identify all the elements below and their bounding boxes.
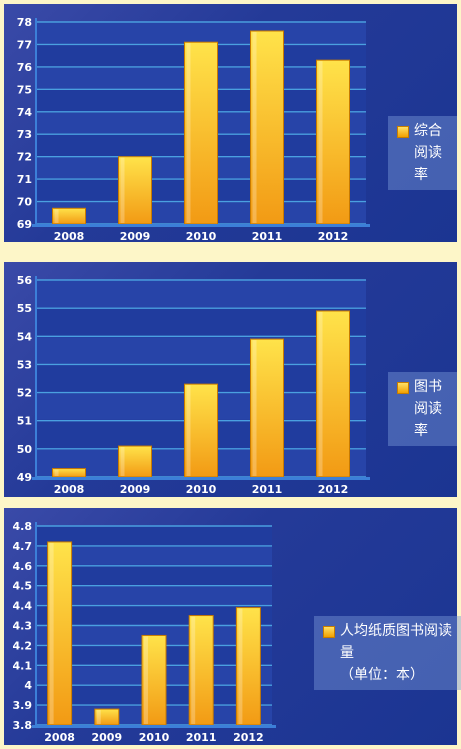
bar-highlight bbox=[319, 312, 323, 476]
chart-legend: 综合 阅读率 bbox=[388, 116, 457, 190]
y-tick-label: 70 bbox=[17, 196, 33, 209]
x-tick-label: 2012 bbox=[318, 483, 349, 496]
y-tick-label: 4.4 bbox=[13, 600, 33, 613]
y-tick-label: 75 bbox=[17, 83, 32, 96]
bar-highlight bbox=[187, 385, 191, 476]
legend-label: 综合 阅读率 bbox=[414, 120, 449, 186]
bar-highlight bbox=[253, 340, 257, 476]
bar-highlight bbox=[55, 470, 59, 476]
y-tick-label: 55 bbox=[17, 302, 32, 315]
y-tick-label: 73 bbox=[17, 128, 32, 141]
y-tick-label: 4.2 bbox=[13, 639, 33, 652]
y-tick-label: 53 bbox=[17, 358, 32, 371]
chart-panel-reading-rate: 69 70 71 72 73 74 75 76 77 78 2008 2009 2010 2011 2012… bbox=[4, 4, 457, 242]
x-tick-label: 2009 bbox=[120, 483, 151, 496]
chart-legend: 人均纸质图书阅读量 （单位：本） bbox=[314, 616, 461, 690]
x-tick-label: 2010 bbox=[139, 731, 170, 744]
bar-highlight bbox=[55, 209, 59, 223]
x-axis bbox=[32, 224, 370, 227]
y-tick-label: 78 bbox=[17, 16, 32, 29]
y-tick-label: 3.8 bbox=[13, 719, 33, 732]
y-tick-label: 4.3 bbox=[13, 620, 33, 633]
y-tick-label: 51 bbox=[17, 415, 32, 428]
x-tick-label: 2008 bbox=[54, 230, 85, 242]
x-tick-label: 2010 bbox=[186, 483, 217, 496]
y-tick-label: 52 bbox=[17, 387, 32, 400]
y-tick-label: 49 bbox=[17, 471, 32, 484]
legend-swatch bbox=[397, 382, 409, 394]
x-tick-label: 2008 bbox=[54, 483, 85, 496]
grid-band bbox=[36, 23, 366, 43]
grid-band bbox=[36, 281, 366, 307]
y-tick-label: 76 bbox=[17, 61, 33, 74]
x-axis bbox=[32, 725, 276, 728]
bar-highlight bbox=[187, 43, 191, 223]
x-tick-label: 2011 bbox=[186, 731, 217, 744]
y-tick-label: 56 bbox=[17, 274, 33, 287]
x-tick-label: 2011 bbox=[252, 483, 283, 496]
bar-highlight bbox=[121, 158, 125, 223]
bar-highlight bbox=[238, 609, 242, 724]
x-tick-label: 2009 bbox=[91, 731, 122, 744]
x-tick-label: 2011 bbox=[252, 230, 283, 242]
chart-panel-book-reading-rate: 49 50 51 52 53 54 55 56 2008 2009 2010 2011 2012 图书 … bbox=[4, 262, 457, 497]
legend-swatch bbox=[323, 626, 335, 638]
y-tick-label: 4.1 bbox=[13, 659, 33, 672]
x-tick-label: 2009 bbox=[120, 230, 151, 242]
y-tick-label: 54 bbox=[17, 330, 33, 343]
y-tick-label: 74 bbox=[17, 106, 33, 119]
legend-swatch bbox=[397, 126, 409, 138]
bar-highlight bbox=[319, 61, 323, 223]
y-tick-label: 4.6 bbox=[13, 560, 33, 573]
y-tick-label: 50 bbox=[17, 443, 33, 456]
legend-label: 人均纸质图书阅读量 （单位：本） bbox=[340, 620, 460, 686]
y-tick-label: 4.5 bbox=[13, 580, 33, 593]
x-tick-label: 2012 bbox=[318, 230, 349, 242]
y-tick-label: 3.9 bbox=[13, 699, 33, 712]
bar-highlight bbox=[121, 447, 125, 476]
y-tick-label: 77 bbox=[17, 38, 32, 51]
bar-highlight bbox=[253, 32, 257, 223]
x-tick-label: 2010 bbox=[186, 230, 217, 242]
y-tick-label: 71 bbox=[17, 173, 32, 186]
bar-highlight bbox=[191, 617, 195, 724]
x-axis bbox=[32, 477, 370, 480]
chart-panel-books-per-capita: 3.8 3.9 4 4.1 4.2 4.3 4.4 4.5 4.6 4.7 4.8 2008 2009 2… bbox=[4, 508, 457, 745]
y-tick-label: 4.7 bbox=[13, 540, 33, 553]
bar-highlight bbox=[97, 710, 101, 724]
y-tick-label: 72 bbox=[17, 151, 32, 164]
y-tick-label: 4.8 bbox=[13, 520, 33, 533]
chart-legend: 图书 阅读率 bbox=[388, 372, 457, 446]
x-tick-label: 2012 bbox=[233, 731, 264, 744]
y-tick-label: 69 bbox=[17, 218, 32, 231]
y-tick-label: 4 bbox=[24, 679, 32, 692]
bar-highlight bbox=[144, 636, 148, 724]
legend-label: 图书 阅读率 bbox=[414, 376, 449, 442]
x-tick-label: 2008 bbox=[44, 731, 75, 744]
bar-highlight bbox=[50, 543, 54, 724]
